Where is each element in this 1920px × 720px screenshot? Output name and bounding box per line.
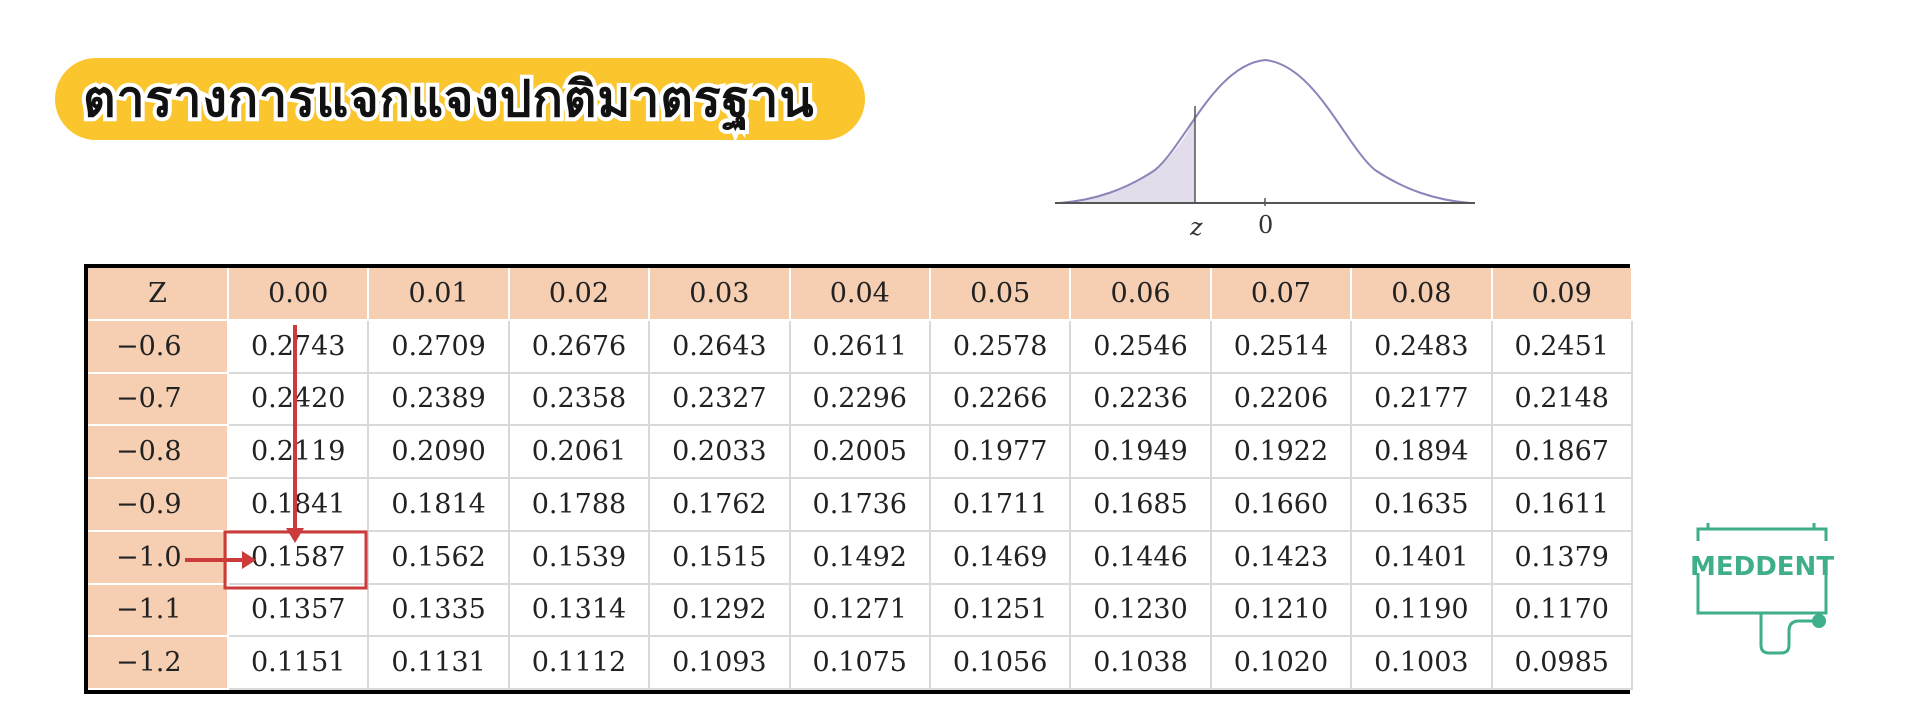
table-cell: 0.2090 <box>369 426 510 479</box>
row-header: −0.8 <box>88 426 229 479</box>
table-cell: 0.1401 <box>1352 531 1493 585</box>
table-cell: 0.1446 <box>1071 531 1212 585</box>
table-cell: 0.2177 <box>1352 373 1493 427</box>
table-cell: 0.1335 <box>369 584 510 638</box>
table-cell: 0.1539 <box>509 531 651 585</box>
column-header: 0.00 <box>229 268 370 321</box>
table-cell: 0.2451 <box>1492 320 1633 374</box>
table-cell: 0.2743 <box>229 320 370 374</box>
table-cell: 0.0985 <box>1492 637 1633 690</box>
table-cell: 0.2709 <box>369 320 510 374</box>
table-cell: 0.1949 <box>1071 426 1212 479</box>
table-cell: 0.1922 <box>1211 426 1353 479</box>
table-cell: 0.2389 <box>369 373 510 427</box>
table-cell: 0.1314 <box>509 584 651 638</box>
column-header: 0.04 <box>790 268 931 321</box>
table-cell: 0.1190 <box>1352 584 1493 638</box>
table-cell: 0.1867 <box>1492 426 1633 479</box>
zero-label: 0 <box>1258 211 1273 239</box>
table-cell: 0.2483 <box>1352 320 1493 374</box>
table-cell: 0.1685 <box>1071 479 1212 532</box>
page-title: ตารางการแจกแจงปกติมาตรฐาน <box>79 66 818 132</box>
table-cell: 0.2578 <box>930 320 1072 374</box>
table-cell: 0.1736 <box>790 479 931 532</box>
table-cell: 0.2420 <box>229 373 370 427</box>
table-cell: 0.1230 <box>1071 584 1212 638</box>
column-header: 0.01 <box>369 268 510 321</box>
table-cell: 0.1003 <box>1352 637 1493 690</box>
table-cell: 0.2266 <box>930 373 1072 427</box>
z-label: z <box>1189 213 1203 241</box>
table-cell: 0.2236 <box>1071 373 1212 427</box>
table-cell: 0.1151 <box>229 637 370 690</box>
table-cell: 0.1977 <box>930 426 1072 479</box>
table-cell: 0.2514 <box>1211 320 1353 374</box>
logo-text: MEDDENT <box>1690 552 1834 582</box>
table-cell: 0.2676 <box>509 320 651 374</box>
table-cell: 0.1357 <box>229 584 370 638</box>
table-cell: 0.1020 <box>1211 637 1353 690</box>
row-header: −1.2 <box>88 637 229 690</box>
row-header: −0.7 <box>88 373 229 427</box>
table-cell: 0.1131 <box>369 637 510 690</box>
table-cell: 0.1841 <box>229 479 370 532</box>
row-header: −0.9 <box>88 479 229 532</box>
table-cell: 0.2005 <box>790 426 931 479</box>
column-header: 0.02 <box>509 268 651 321</box>
table-cell: 0.1170 <box>1492 584 1633 638</box>
table-cell: 0.1635 <box>1352 479 1493 532</box>
table-cell: 0.1611 <box>1492 479 1633 532</box>
table-cell: 0.2148 <box>1492 373 1633 427</box>
table-cell: 0.1093 <box>650 637 791 690</box>
table-cell: 0.1379 <box>1492 531 1633 585</box>
table-cell: 0.1251 <box>930 584 1072 638</box>
meddent-logo: MEDDENT <box>1690 523 1834 655</box>
column-header: 0.05 <box>930 268 1072 321</box>
header-z: Z <box>88 268 229 321</box>
table-cell: 0.2643 <box>650 320 791 374</box>
column-header: 0.09 <box>1492 268 1633 321</box>
table-cell: 0.2611 <box>790 320 931 374</box>
column-header: 0.06 <box>1071 268 1212 321</box>
table-cell: 0.1814 <box>369 479 510 532</box>
table-cell: 0.2033 <box>650 426 791 479</box>
row-header: −1.1 <box>88 584 229 638</box>
table-cell: 0.2119 <box>229 426 370 479</box>
column-header: 0.03 <box>650 268 791 321</box>
table-cell: 0.1515 <box>650 531 791 585</box>
table-cell: 0.2296 <box>790 373 931 427</box>
shaded-area <box>1060 106 1195 203</box>
table-cell: 0.1562 <box>369 531 510 585</box>
title-banner <box>55 58 865 140</box>
table-cell: 0.1075 <box>790 637 931 690</box>
table-cell: 0.1038 <box>1071 637 1212 690</box>
table-cell: 0.1492 <box>790 531 931 585</box>
table-cell: 0.1210 <box>1211 584 1353 638</box>
table-cell: 0.1894 <box>1352 426 1493 479</box>
table-cell: 0.1271 <box>790 584 931 638</box>
column-header: 0.07 <box>1211 268 1353 321</box>
table-cell: 0.1423 <box>1211 531 1353 585</box>
column-header: 0.08 <box>1352 268 1493 321</box>
table-cell: 0.2358 <box>509 373 651 427</box>
table-cell: 0.2061 <box>509 426 651 479</box>
table-cell: 0.1292 <box>650 584 791 638</box>
table-cell: 0.1587 <box>229 531 370 585</box>
z-table: Z 0.00 0.01 0.02 0.03 0.04 0.05 0.06 0.07 0.08 0.0… <box>84 264 1633 694</box>
table-cell: 0.1788 <box>509 479 651 532</box>
normal-curve-diagram: z 0 <box>1055 58 1475 241</box>
table-cell: 0.2206 <box>1211 373 1353 427</box>
row-header: −0.6 <box>88 320 229 374</box>
table-cell: 0.1469 <box>930 531 1072 585</box>
table-cell: 0.1660 <box>1211 479 1353 532</box>
table-cell: 0.2327 <box>650 373 791 427</box>
table-cell: 0.1112 <box>509 637 651 690</box>
table-cell: 0.2546 <box>1071 320 1212 374</box>
table-cell: 0.1711 <box>930 479 1072 532</box>
table-cell: 0.1056 <box>930 637 1072 690</box>
row-header: −1.0 <box>88 531 229 585</box>
table-cell: 0.1762 <box>650 479 791 532</box>
bell-curve <box>1059 58 1471 204</box>
